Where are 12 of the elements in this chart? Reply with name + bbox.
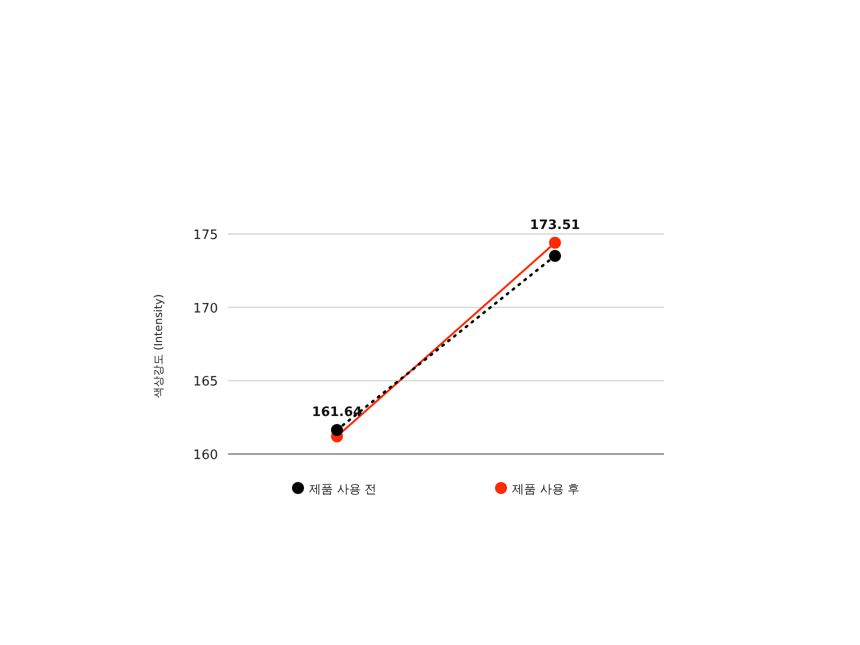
y-axis-title: 색상강도 (Intensity) bbox=[152, 294, 165, 398]
y-tick-label: 160 bbox=[193, 448, 218, 463]
point bbox=[549, 250, 561, 262]
y-tick-label: 175 bbox=[193, 228, 218, 243]
legend-label: 제품 사용 전 bbox=[309, 482, 377, 496]
data-label: 161.64 bbox=[312, 404, 362, 420]
y-tick-label: 170 bbox=[193, 301, 218, 316]
point bbox=[331, 424, 343, 436]
data-label: 173.51 bbox=[530, 218, 580, 233]
point bbox=[549, 236, 561, 249]
y-tick-label: 165 bbox=[193, 374, 218, 390]
legend-label: 제품 사용 후 bbox=[512, 482, 580, 496]
